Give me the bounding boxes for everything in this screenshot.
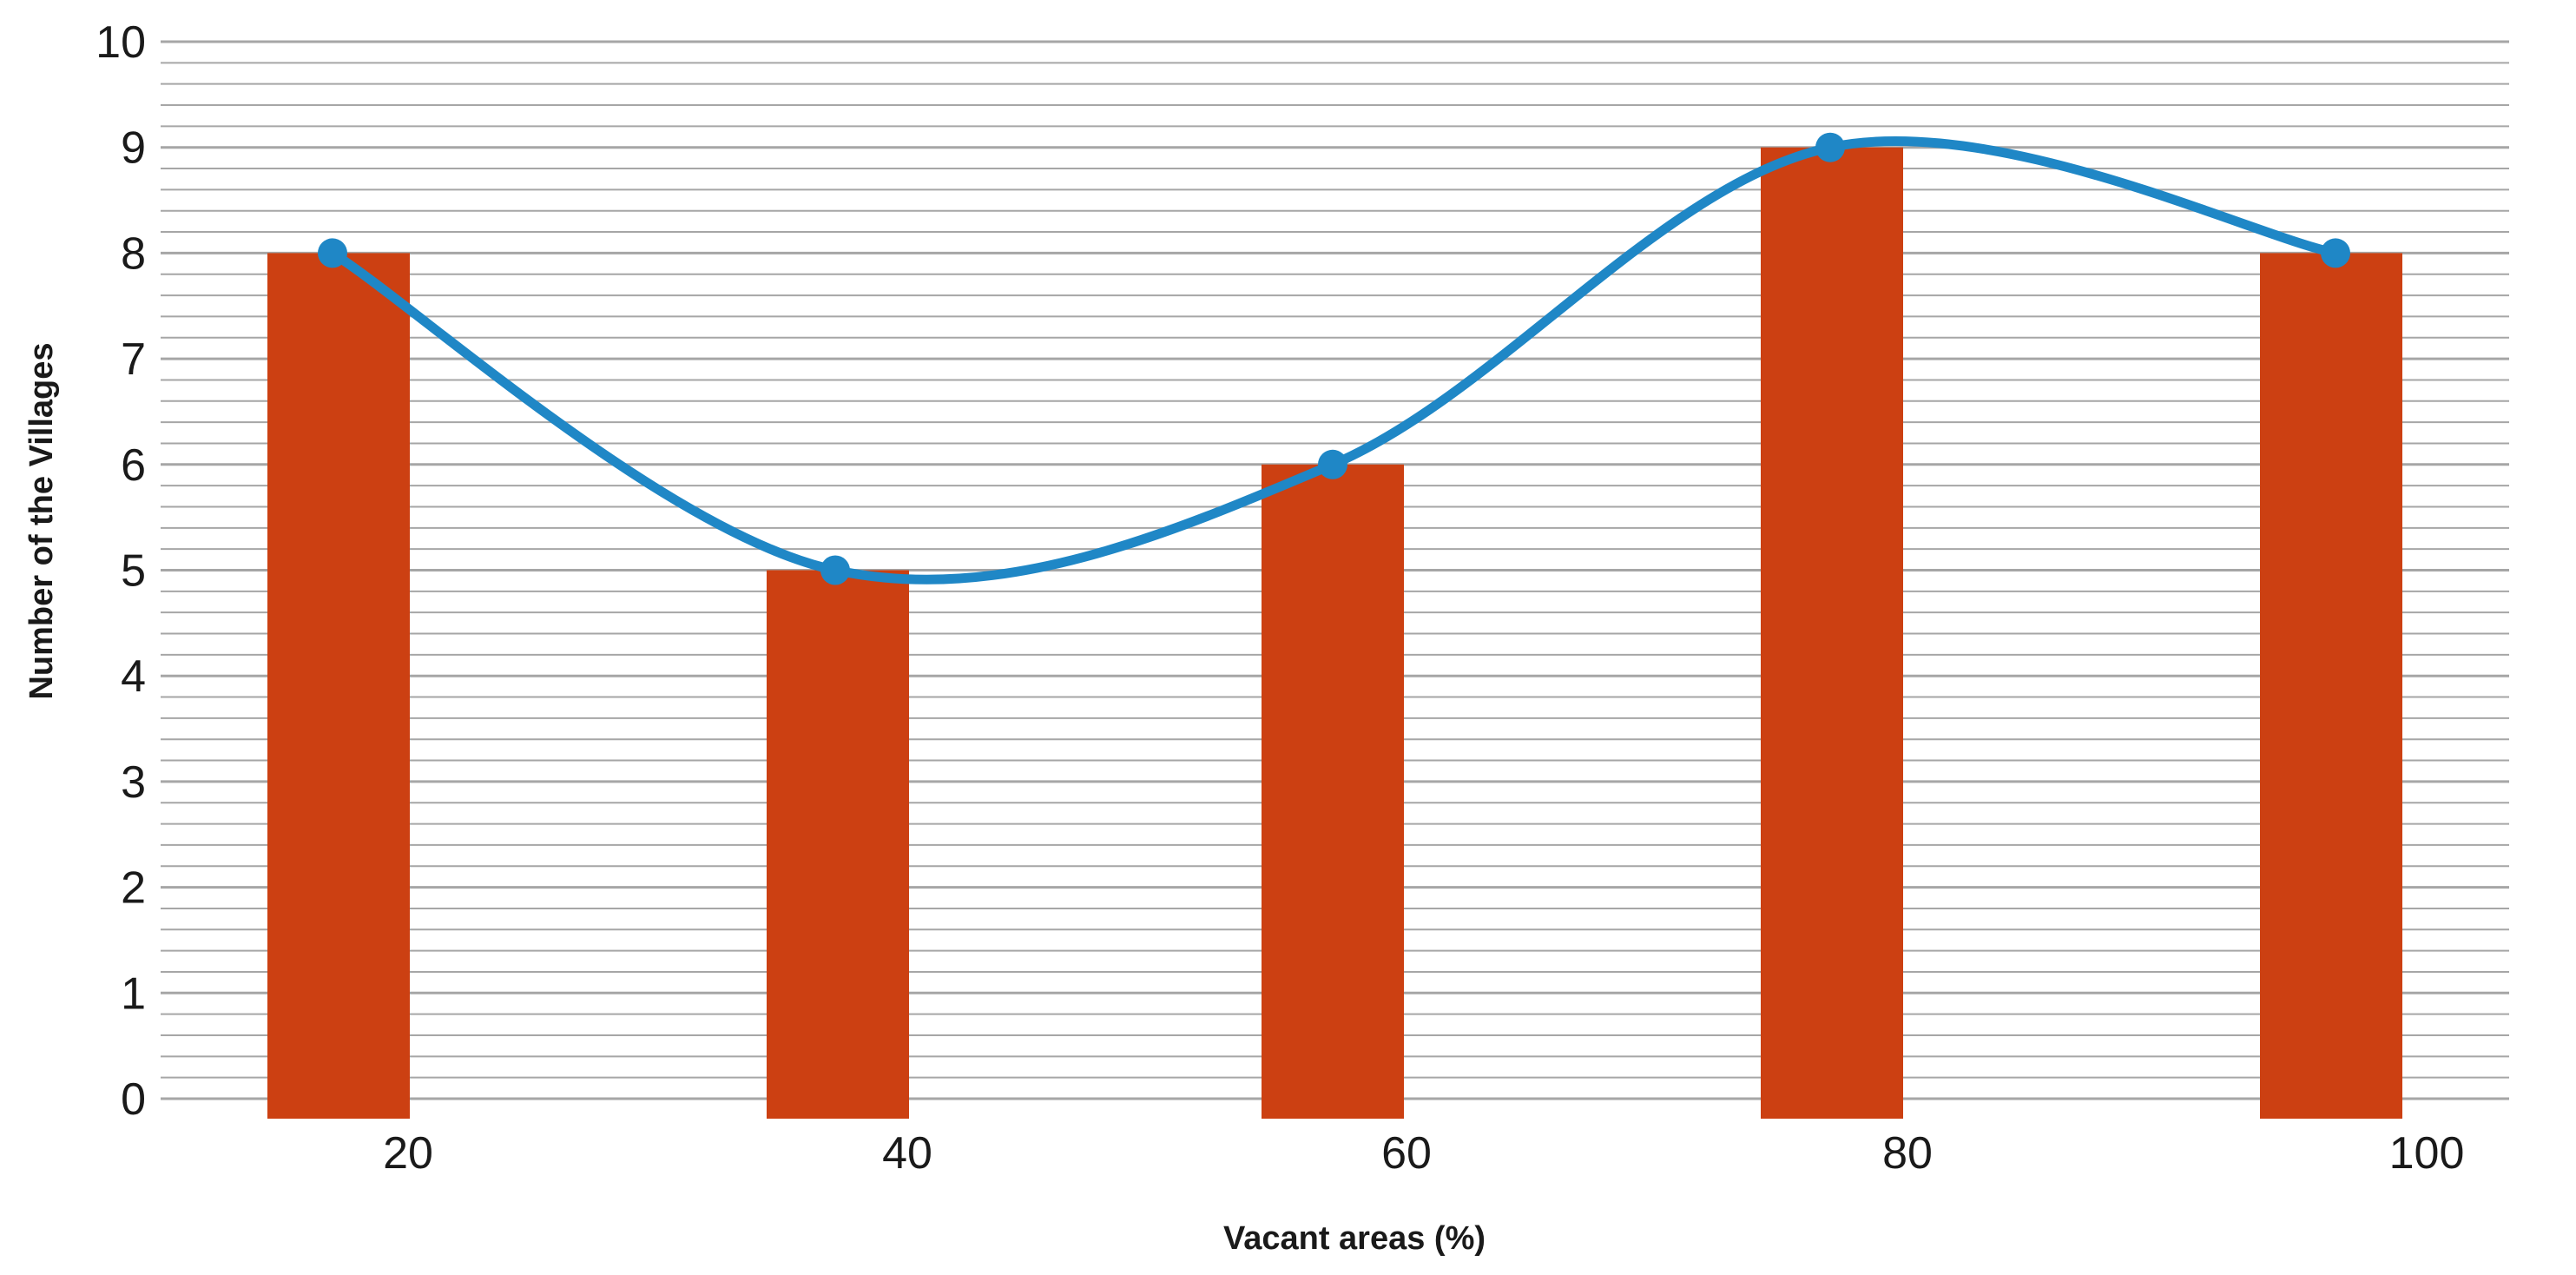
y-tick-label: 5: [121, 546, 146, 597]
y-tick-label: 3: [121, 757, 146, 808]
y-tick-label: 7: [121, 334, 146, 385]
line-marker-40: [820, 555, 850, 585]
x-tick-label: 80: [1882, 1128, 1933, 1179]
line-marker-60: [1318, 449, 1347, 479]
y-axis-title: Number of the Villages: [23, 342, 60, 699]
y-tick-label: 8: [121, 228, 146, 279]
line-marker-20: [318, 238, 347, 268]
line-marker-100: [2321, 238, 2350, 268]
bar-40: [767, 570, 909, 1119]
y-tick-label: 2: [121, 863, 146, 914]
bar-100: [2260, 253, 2402, 1119]
x-tick-label: 40: [882, 1128, 932, 1179]
bar-layer: [267, 147, 2402, 1120]
x-tick-label: 60: [1381, 1128, 1432, 1179]
bar-80: [1761, 147, 1903, 1120]
y-tick-labels: 0 1 2 3 4 5 6 7 8 9 10: [96, 17, 146, 1125]
y-tick-label: 6: [121, 440, 146, 491]
x-tick-label: 20: [383, 1128, 433, 1179]
x-tick-label: 100: [2389, 1128, 2465, 1179]
line-layer: [318, 132, 2350, 585]
bar-20: [267, 253, 410, 1119]
y-tick-label: 0: [121, 1074, 146, 1125]
x-tick-labels: 20 40 60 80 100: [383, 1128, 2464, 1179]
y-tick-label: 10: [96, 17, 146, 68]
y-tick-label: 4: [121, 651, 146, 702]
bar-60: [1262, 464, 1404, 1119]
y-tick-label: 9: [121, 123, 146, 174]
y-tick-label: 1: [121, 968, 146, 1019]
x-axis-title: Vacant areas (%): [1223, 1220, 1486, 1257]
line-marker-80: [1815, 132, 1845, 162]
